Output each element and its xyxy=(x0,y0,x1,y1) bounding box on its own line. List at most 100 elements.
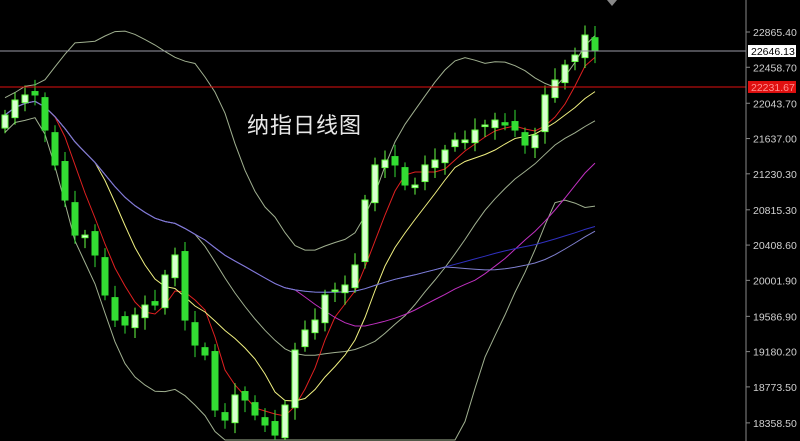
candle xyxy=(31,79,39,106)
y-tick-label: 22043.70 xyxy=(753,98,797,110)
scroll-marker-icon xyxy=(607,0,617,6)
candle xyxy=(471,118,479,152)
y-tick-label: 19586.90 xyxy=(753,311,797,323)
candle xyxy=(511,109,519,137)
candle xyxy=(1,109,9,134)
candle-body xyxy=(271,421,279,436)
candle-body xyxy=(491,119,499,129)
candle xyxy=(301,320,309,352)
candle xyxy=(241,386,249,413)
candle xyxy=(81,229,89,249)
candle xyxy=(321,289,329,332)
candle xyxy=(341,275,349,305)
candle xyxy=(71,190,79,244)
candle xyxy=(251,395,259,421)
ma5-line xyxy=(4,56,596,417)
candle-body xyxy=(441,149,449,164)
candle-body xyxy=(561,64,569,84)
candle-body xyxy=(341,284,349,294)
candle xyxy=(211,344,219,417)
chart-title: 纳指日线图 xyxy=(247,114,363,139)
candle-body xyxy=(261,417,269,426)
candle-body xyxy=(81,234,89,239)
candle-body xyxy=(401,167,409,186)
candle xyxy=(11,92,19,125)
candle xyxy=(131,307,139,339)
candle-body xyxy=(591,37,599,52)
candle-body xyxy=(321,294,329,324)
candle xyxy=(411,177,419,195)
y-tick-label: 20408.60 xyxy=(753,240,797,252)
candle xyxy=(311,308,319,340)
candle xyxy=(371,157,379,212)
candle xyxy=(61,151,69,207)
candle xyxy=(111,285,119,328)
candle xyxy=(231,383,239,434)
candle xyxy=(331,282,339,302)
y-tick-label: 18358.50 xyxy=(753,418,797,430)
candle-body xyxy=(151,301,159,306)
candle-body xyxy=(371,164,379,204)
candle-body xyxy=(191,322,199,346)
candle xyxy=(561,59,569,90)
candle xyxy=(421,155,429,191)
marked-level-badge xyxy=(748,80,796,93)
candle-body xyxy=(161,274,169,309)
marked-level-label: 22231.67 xyxy=(751,82,795,94)
candle-body xyxy=(1,114,9,129)
candle-body xyxy=(551,79,559,99)
candle xyxy=(191,310,199,358)
candle-body xyxy=(111,297,119,321)
y-tick-label: 19180.20 xyxy=(753,347,797,359)
candle-body xyxy=(241,391,249,401)
candle xyxy=(551,68,559,103)
candle xyxy=(501,113,509,131)
candle xyxy=(41,92,49,143)
candle-body xyxy=(101,257,109,296)
candle-body xyxy=(291,349,299,409)
y-tick-label: 18773.50 xyxy=(753,382,797,394)
candle-body xyxy=(281,404,289,439)
candle xyxy=(521,127,529,154)
candle xyxy=(171,247,179,287)
candle xyxy=(381,150,389,179)
candle xyxy=(461,130,469,150)
candle xyxy=(91,224,99,268)
candle xyxy=(531,127,539,159)
ma10-line xyxy=(4,91,596,402)
candle-body xyxy=(581,34,589,59)
candle xyxy=(121,311,129,334)
y-tick-label: 21230.30 xyxy=(753,169,797,181)
candle-body xyxy=(571,54,579,63)
current-price-label: 22646.13 xyxy=(751,46,795,58)
candle-body xyxy=(501,122,509,126)
candle-body xyxy=(331,289,339,293)
y-tick-label: 22865.40 xyxy=(753,27,797,39)
candle-body xyxy=(61,161,69,201)
candle xyxy=(101,248,109,301)
candle-body xyxy=(511,121,519,131)
y-tick-label: 20815.30 xyxy=(753,205,797,217)
y-tick-label: 22458.70 xyxy=(753,62,797,74)
candle xyxy=(591,25,599,64)
candle xyxy=(51,125,59,171)
candle xyxy=(351,253,359,293)
candle xyxy=(491,112,499,140)
candle xyxy=(151,289,159,311)
candle-body xyxy=(21,94,29,104)
candle-body xyxy=(351,264,359,289)
candle-body xyxy=(121,316,129,326)
candle xyxy=(481,119,489,137)
candle xyxy=(141,295,149,330)
candle xyxy=(541,85,549,144)
candle xyxy=(391,144,399,178)
candle xyxy=(451,132,459,152)
candle xyxy=(261,408,269,432)
candle-body xyxy=(251,402,259,416)
candle-body xyxy=(381,159,389,169)
candle-body xyxy=(541,94,549,133)
candle-body xyxy=(171,254,179,279)
candle-body xyxy=(531,134,539,149)
current-price-badge xyxy=(748,45,796,58)
